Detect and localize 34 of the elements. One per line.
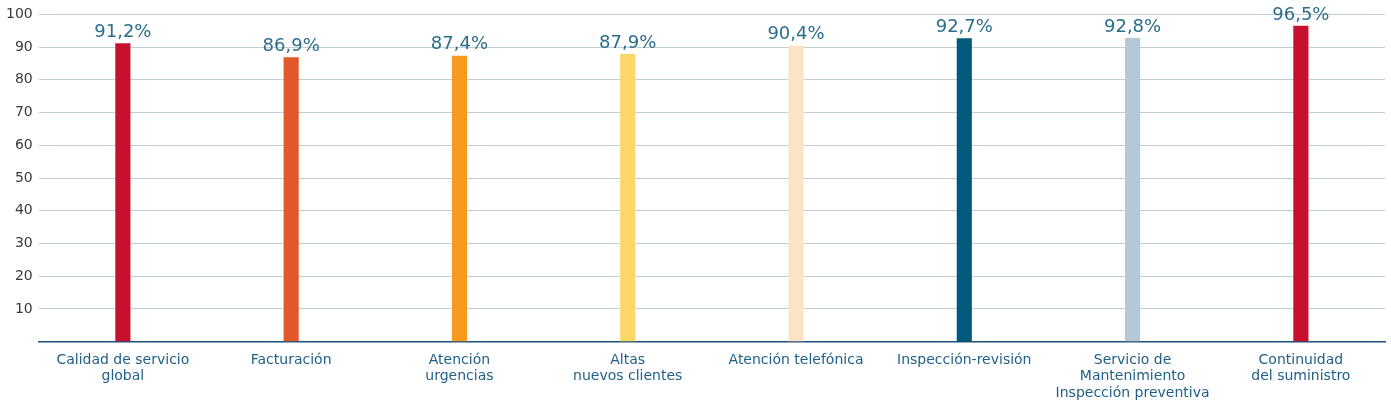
bar [283,57,299,342]
y-tick-label: 50 [14,168,33,185]
x-tick-label: Facturación [250,350,332,367]
x-tick-label: Calidad de servicio global [56,350,190,384]
y-tick-label: 40 [14,201,33,218]
data-label: 91,2% [94,19,152,41]
x-tick-label: Inspección-revisión [897,350,1032,367]
bar [788,45,804,342]
x-tick-label: Atención telefónica [728,350,864,367]
y-tick-label: 80 [14,70,33,87]
data-label: 92,8% [1103,14,1162,36]
x-tick-label: Servicio de Mantenimiento Inspección preventiva [1055,350,1210,401]
bar [1125,37,1141,342]
data-label: 86,9% [262,33,320,55]
data-label: 92,7% [935,14,993,36]
y-tick-label: 70 [14,103,33,120]
bar [1293,25,1309,342]
bar [451,55,468,342]
y-tick-label: 30 [14,234,33,251]
x-tick-label: Atención urgencias [425,350,494,384]
data-label: 96,5% [1272,2,1330,24]
bar [956,38,972,342]
y-tick-label: 20 [14,266,33,283]
data-label: 90,4% [767,22,825,44]
y-tick-label: 100 [5,5,33,22]
x-tick-label: Altas nuevos clientes [573,350,683,384]
data-label: 87,9% [599,30,657,52]
x-tick-label: Continuidad del suministro [1251,350,1351,384]
y-tick-label: 10 [14,299,33,316]
bar [115,43,131,342]
data-label: 87,4% [430,32,489,54]
bar [620,53,636,342]
y-tick-label: 90 [14,37,33,54]
y-tick-label: 60 [14,135,33,152]
